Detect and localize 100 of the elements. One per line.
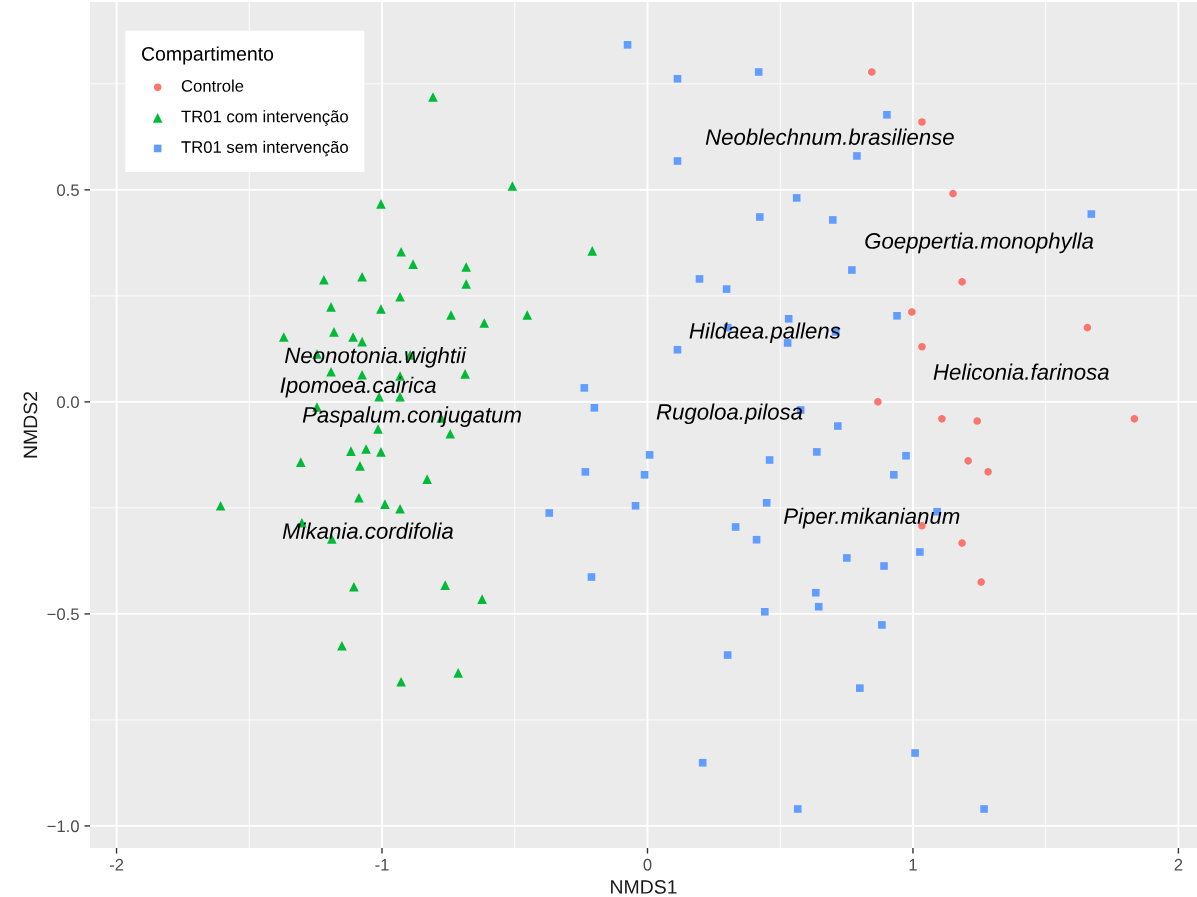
point — [460, 369, 470, 379]
x-tick-label: 1 — [909, 859, 917, 871]
point — [752, 535, 761, 544]
point — [376, 447, 386, 457]
point — [507, 181, 518, 191]
point — [346, 446, 356, 456]
annotation: Mikania.cordifolia — [282, 522, 454, 539]
point — [793, 805, 802, 813]
point — [623, 41, 632, 49]
point — [545, 509, 554, 517]
point — [698, 758, 707, 767]
point — [479, 318, 490, 328]
point — [673, 157, 682, 165]
point — [878, 621, 886, 629]
point — [349, 581, 359, 592]
legend-label: Controle — [181, 79, 244, 92]
point — [355, 461, 365, 471]
point — [868, 68, 876, 76]
legend-title: Compartimento — [142, 46, 274, 65]
point — [348, 332, 358, 342]
point — [580, 384, 589, 392]
y-tick-label: 0.5 — [57, 184, 79, 197]
point — [376, 304, 386, 314]
point — [856, 684, 864, 692]
point — [848, 266, 856, 274]
point — [376, 199, 386, 209]
point — [938, 415, 946, 423]
point — [762, 499, 771, 507]
point — [874, 398, 882, 406]
point — [395, 503, 405, 514]
point — [755, 213, 764, 221]
legend-label: TR01 sem intervenção — [181, 140, 348, 157]
point — [902, 451, 910, 460]
point — [326, 302, 336, 312]
point — [673, 74, 682, 83]
point — [380, 499, 390, 509]
point — [984, 468, 992, 476]
point — [445, 428, 456, 439]
point — [428, 92, 438, 102]
point — [853, 152, 861, 160]
x-tick-label: 2 — [1174, 858, 1183, 871]
point — [828, 216, 837, 224]
point — [631, 501, 640, 510]
point — [834, 422, 842, 430]
point — [522, 310, 533, 320]
point — [811, 588, 820, 597]
annotation: Heliconia.farinosa — [933, 363, 1109, 380]
point — [958, 278, 966, 286]
point — [893, 312, 901, 320]
x-tick-label: -2 — [109, 858, 124, 871]
point — [723, 651, 732, 659]
point — [645, 451, 654, 459]
point — [1083, 323, 1092, 332]
point — [731, 523, 740, 531]
point — [813, 448, 821, 456]
point — [337, 640, 347, 651]
point — [361, 444, 371, 454]
point — [1087, 210, 1096, 218]
point — [640, 471, 649, 479]
point — [590, 404, 599, 412]
point — [581, 468, 590, 476]
annotation: Goeppertia.monophylla — [865, 232, 1094, 254]
point — [1130, 415, 1139, 423]
point — [319, 274, 329, 285]
annotation: Rugoloa.pilosa — [656, 403, 803, 425]
point — [278, 332, 289, 342]
y-tick-label: −1.0 — [47, 820, 79, 833]
annotation: Hildaea.pallens — [689, 322, 841, 344]
point — [918, 342, 926, 351]
x-tick-label: -1 — [375, 859, 389, 871]
annotation: Paspalum.conjugatum — [302, 406, 521, 428]
point — [446, 310, 456, 320]
x-axis-title: NMDS1 — [611, 880, 677, 894]
point — [916, 548, 924, 556]
point — [754, 68, 763, 76]
point — [792, 194, 801, 202]
point — [673, 345, 682, 354]
point — [453, 668, 464, 678]
point — [422, 474, 432, 484]
point — [973, 417, 981, 425]
point — [964, 457, 972, 465]
point — [722, 285, 731, 293]
point — [396, 246, 406, 257]
point — [765, 456, 774, 464]
point — [911, 749, 919, 757]
point — [440, 580, 451, 590]
point — [477, 594, 487, 604]
point — [880, 562, 888, 570]
point — [843, 554, 851, 562]
annotation: Neoblechnum.brasiliense — [705, 128, 954, 145]
point — [354, 492, 364, 503]
point — [977, 578, 985, 586]
point — [329, 327, 339, 337]
point — [908, 308, 916, 316]
annotation: Piper.mikanianum — [783, 507, 960, 529]
point — [890, 471, 898, 479]
point — [587, 573, 596, 581]
point — [949, 189, 957, 198]
point — [918, 118, 926, 126]
point — [408, 259, 418, 269]
